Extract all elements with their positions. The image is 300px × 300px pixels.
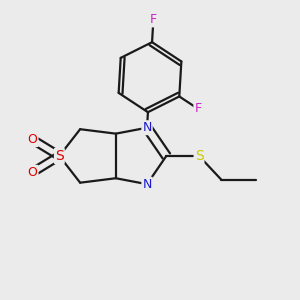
Text: S: S: [195, 149, 203, 163]
Text: N: N: [142, 121, 152, 134]
Text: F: F: [150, 14, 157, 26]
Text: O: O: [28, 133, 38, 146]
Text: F: F: [194, 102, 202, 115]
Text: O: O: [28, 166, 38, 179]
Text: S: S: [55, 149, 64, 163]
Text: N: N: [142, 178, 152, 191]
